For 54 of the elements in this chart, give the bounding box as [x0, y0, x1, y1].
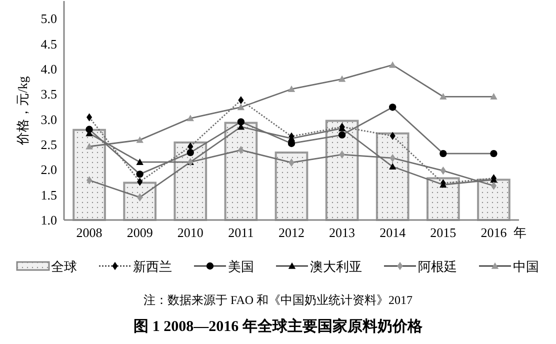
x-tick-label: 2011 [228, 225, 254, 240]
y-tick-label: 5.0 [40, 11, 57, 26]
y-tick-label: 4.5 [40, 36, 57, 52]
y-tick-label: 2.0 [40, 162, 57, 178]
point [440, 93, 447, 100]
y-tick-label: 3.0 [40, 112, 57, 127]
legend-label: 阿根廷 [418, 259, 457, 274]
point [86, 142, 93, 150]
y-tick-label: 1.0 [40, 212, 57, 228]
text: 图 1 2008—2016 年全球主要国家原料奶价格 [134, 317, 424, 335]
legend-label: 美国 [228, 259, 254, 274]
point [186, 148, 194, 156]
point [137, 193, 143, 202]
point [389, 61, 396, 68]
x-axis-title: 年 [514, 225, 527, 240]
point [238, 96, 244, 104]
point [288, 158, 294, 167]
point [490, 93, 498, 100]
y-tick-label: 3.5 [40, 86, 57, 102]
point [136, 136, 144, 143]
point [237, 104, 245, 110]
y-tick-label: 2.5 [40, 136, 57, 152]
point [136, 158, 144, 165]
point [389, 104, 396, 111]
y-tick-label: 4.0 [40, 61, 57, 76]
legend-label: 新西兰 [133, 259, 172, 274]
point [490, 150, 498, 158]
point [136, 170, 144, 178]
point [86, 113, 92, 122]
text: 注：数据来源于 FAO 和《中国奶业统计资料》2017 [143, 293, 413, 307]
x-tick-label: 2009 [126, 225, 153, 240]
point [288, 86, 296, 92]
legend-label: 中国 [513, 259, 539, 274]
x-tick-label: 2015 [430, 225, 456, 240]
x-tick-label: 2014 [380, 225, 406, 240]
x-tick-label: 2016 [480, 225, 508, 240]
point [338, 75, 346, 82]
point [440, 150, 447, 158]
point [86, 176, 92, 184]
x-tick-label: 2012 [278, 225, 304, 240]
y-tick-label: 1.5 [40, 187, 57, 202]
x-tick-label: 2013 [329, 225, 356, 240]
point [137, 178, 143, 186]
legend-label: 澳大利亚 [310, 259, 362, 274]
point [237, 118, 245, 126]
point [389, 163, 396, 170]
x-tick-label: 2008 [76, 225, 102, 240]
point [186, 114, 194, 122]
x-tick-label: 2010 [177, 225, 204, 240]
y-axis-title: 价格，元/kg [15, 76, 30, 146]
text: 全球 [51, 259, 77, 274]
point [338, 131, 346, 139]
point [440, 166, 446, 175]
point [490, 182, 497, 190]
